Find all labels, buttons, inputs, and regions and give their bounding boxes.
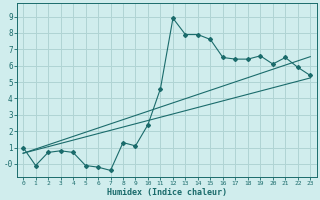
X-axis label: Humidex (Indice chaleur): Humidex (Indice chaleur) [107,188,227,197]
